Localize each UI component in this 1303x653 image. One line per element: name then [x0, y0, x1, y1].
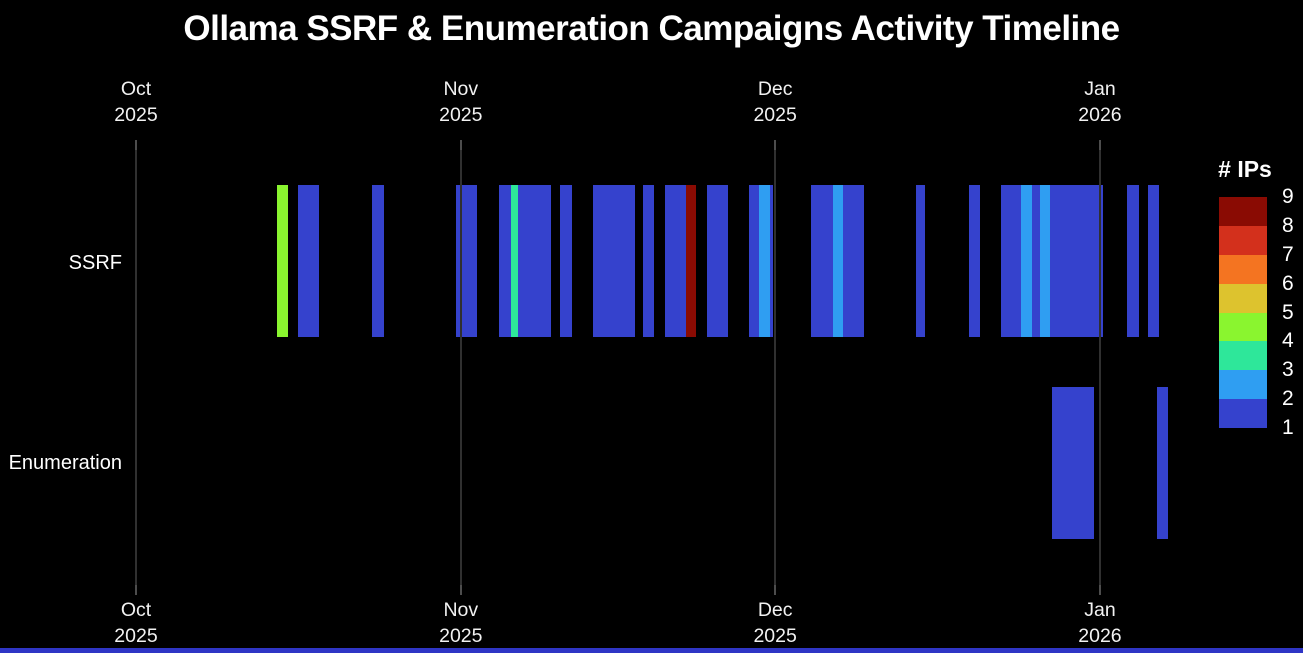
month-gridline — [135, 150, 137, 585]
activity-bar — [810, 185, 833, 337]
colorbar — [1219, 197, 1267, 428]
activity-bar — [759, 185, 771, 337]
activity-bar — [706, 185, 728, 337]
activity-bar — [560, 185, 572, 337]
month-gridline — [1098, 150, 1101, 585]
activity-bar — [748, 185, 759, 337]
colorbar-segment — [1219, 312, 1267, 342]
axis-tick — [1098, 140, 1101, 150]
colorbar-segment — [1219, 225, 1267, 255]
activity-bar — [498, 185, 511, 337]
axis-tick — [135, 585, 137, 595]
colorbar-segment — [1219, 197, 1267, 226]
activity-bar — [1147, 185, 1159, 337]
colorbar-title: # IPs — [1218, 156, 1272, 182]
activity-bar — [915, 185, 925, 337]
axis-tick — [459, 140, 462, 150]
activity-bar — [277, 185, 289, 337]
x-tick-label-bottom: Nov 2025 — [439, 599, 483, 647]
activity-bar — [511, 185, 519, 337]
colorbar-tick-label: 7 — [1282, 242, 1294, 266]
x-tick-label-top: Dec 2025 — [753, 78, 797, 126]
colorbar-segment — [1219, 399, 1267, 428]
x-tick-label-bottom: Oct 2025 — [114, 599, 158, 647]
axis-tick — [1098, 585, 1101, 595]
chart-title: Ollama SSRF & Enumeration Campaigns Acti… — [183, 9, 1120, 48]
axis-tick — [774, 140, 777, 150]
activity-bar — [969, 185, 980, 337]
activity-bar — [518, 185, 552, 337]
colorbar-tick-label: 2 — [1282, 387, 1294, 411]
activity-bar — [1049, 185, 1103, 337]
colorbar-tick-label: 4 — [1282, 329, 1294, 353]
activity-bar — [1020, 185, 1032, 337]
colorbar-tick-label: 5 — [1282, 300, 1294, 324]
colorbar-tick-label: 8 — [1282, 213, 1294, 237]
activity-bar — [1156, 387, 1168, 539]
colorbar-segment — [1219, 370, 1267, 400]
row-label-ssrf: SSRF — [68, 252, 122, 274]
colorbar-tick-label: 9 — [1282, 185, 1294, 208]
activity-bar — [1000, 185, 1021, 337]
x-tick-label-bottom: Dec 2025 — [753, 599, 797, 647]
activity-bar — [1031, 185, 1040, 337]
colorbar-tick-label: 1 — [1282, 416, 1294, 439]
activity-bar — [770, 185, 773, 337]
axis-tick — [135, 140, 137, 150]
month-gridline — [459, 150, 462, 585]
activity-bar — [1127, 185, 1139, 337]
colorbar-tick-label: 6 — [1282, 271, 1294, 295]
activity-bar — [1051, 387, 1094, 539]
activity-bar — [843, 185, 864, 337]
axis-tick — [774, 585, 777, 595]
activity-bar — [832, 185, 844, 337]
month-gridline — [774, 150, 777, 585]
activity-bar — [685, 185, 697, 337]
activity-bar — [371, 185, 384, 337]
colorbar-tick-label: 3 — [1282, 358, 1294, 382]
bottom-edge-strip — [0, 648, 1303, 653]
x-tick-label-bottom: Jan 2026 — [1078, 599, 1122, 647]
colorbar-segment — [1219, 254, 1267, 284]
colorbar-segment — [1219, 283, 1267, 313]
activity-bar — [592, 185, 635, 337]
row-label-enumeration: Enumeration — [8, 452, 122, 474]
activity-bar — [297, 185, 319, 337]
axis-tick — [459, 585, 462, 595]
activity-bar — [665, 185, 686, 337]
x-tick-label-top: Oct 2025 — [114, 78, 158, 126]
x-tick-label-top: Jan 2026 — [1078, 78, 1122, 126]
x-tick-label-top: Nov 2025 — [439, 78, 483, 126]
activity-bar — [1039, 185, 1050, 337]
activity-bar — [643, 185, 655, 337]
colorbar-segment — [1219, 341, 1267, 371]
